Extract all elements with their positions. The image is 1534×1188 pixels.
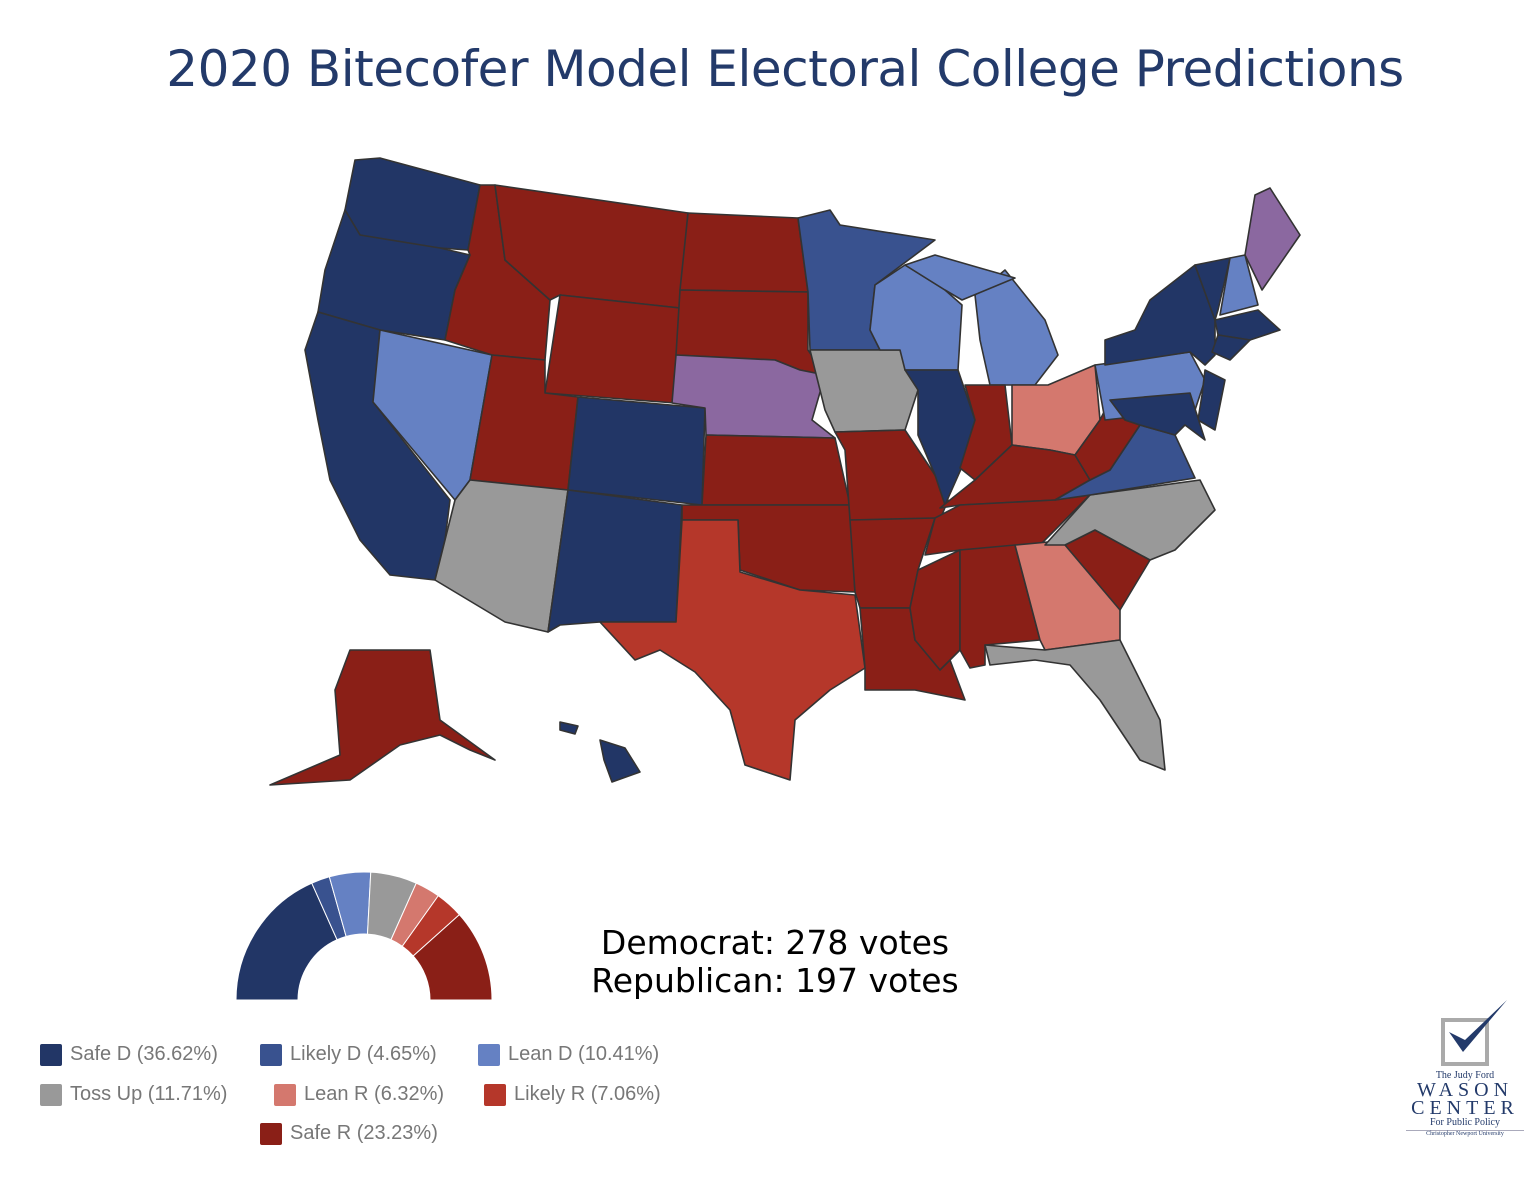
legend-label: Likely D (4.65%) (290, 1043, 437, 1065)
state-nj (1197, 369, 1226, 431)
state-ak (269, 649, 496, 786)
state-ny (1104, 264, 1216, 366)
democrat-votes: Democrat: 278 votes (600, 923, 950, 962)
legend-label: Likely R (7.06%) (514, 1083, 661, 1105)
state-mi (904, 254, 1016, 301)
legend-swatch (484, 1083, 506, 1106)
state-me (1244, 187, 1301, 291)
state-ne (671, 354, 836, 439)
legend-swatch (260, 1043, 282, 1066)
state-ct (1211, 334, 1251, 361)
legend-item[interactable]: Likely R (7.06%) (484, 1083, 661, 1106)
state-tx (599, 519, 866, 781)
legend-item[interactable]: Likely D (4.65%) (260, 1043, 437, 1066)
state-co (567, 396, 706, 506)
state-mo (834, 429, 949, 521)
legend-swatch (40, 1043, 62, 1066)
legend-swatch (40, 1083, 62, 1106)
legend-label: Toss Up (11.71%) (70, 1083, 228, 1105)
legend-label: Safe R (23.23%) (290, 1122, 438, 1144)
legend-swatch (260, 1122, 282, 1145)
state-ks (701, 434, 851, 506)
legend-swatch (478, 1043, 500, 1066)
wason-center-logo: The Judy Ford WASON CENTER For Public Po… (1406, 1000, 1524, 1137)
state-hi (599, 739, 641, 783)
checkmark-icon (1441, 1000, 1507, 1066)
state-nm (547, 489, 683, 633)
legend-item[interactable]: Safe R (23.23%) (260, 1122, 438, 1145)
republican-votes: Republican: 197 votes (591, 961, 959, 1000)
state-tn (924, 494, 1091, 556)
state-ma (1214, 309, 1281, 341)
donut-segment-safe-r[interactable] (412, 913, 493, 1001)
vote-totals: Democrat: 278 votes Republican: 197 vote… (560, 924, 990, 1000)
legend-item[interactable]: Toss Up (11.71%) (40, 1083, 227, 1106)
state-nc (1044, 479, 1216, 561)
state-nd (679, 212, 809, 293)
state-wy (544, 294, 681, 404)
state-hi (559, 721, 579, 735)
state-az (434, 479, 569, 633)
state-vt (1194, 257, 1231, 321)
legend-item[interactable]: Lean D (10.41%) (478, 1043, 659, 1066)
legend-item[interactable]: Safe D (36.62%) (40, 1043, 218, 1066)
state-nh (1219, 254, 1259, 316)
legend-swatch (274, 1083, 296, 1106)
legend-label: Safe D (36.62%) (70, 1043, 218, 1065)
page-title: 2020 Bitecofer Model Electoral College P… (166, 40, 1404, 98)
state-ia (809, 349, 919, 433)
legend-item[interactable]: Lean R (6.32%) (274, 1083, 444, 1106)
legend-label: Lean R (6.32%) (304, 1083, 445, 1105)
state-fl (984, 639, 1166, 771)
legend-label: Lean D (10.41%) (508, 1043, 660, 1065)
state-md (1109, 392, 1206, 441)
